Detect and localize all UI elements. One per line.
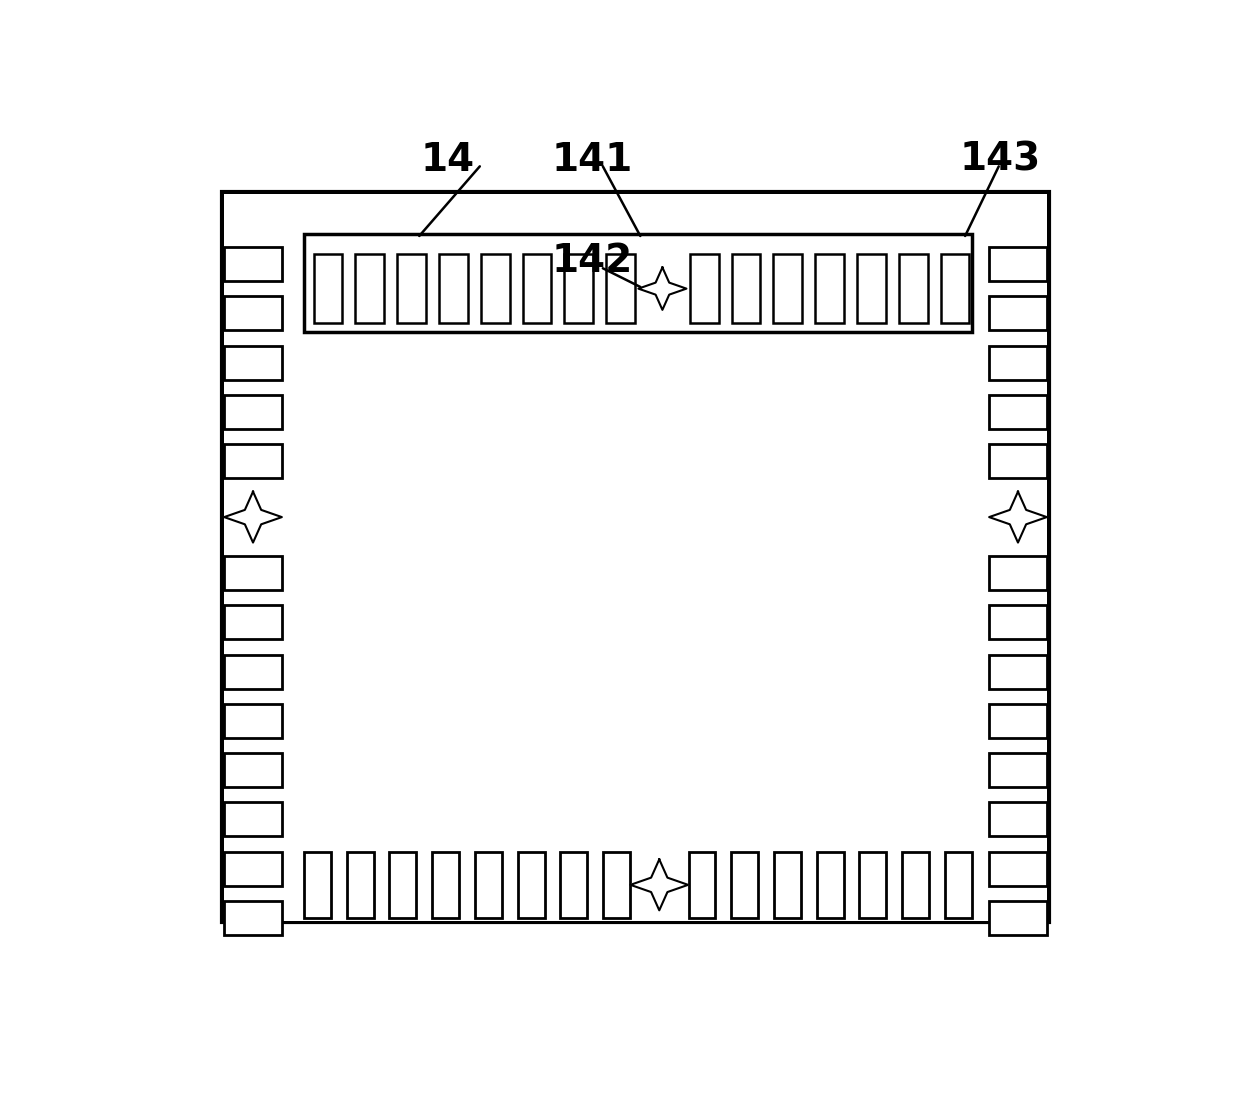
Bar	[224, 655, 281, 688]
Bar	[990, 606, 1047, 640]
Bar	[903, 852, 929, 918]
Text: 143: 143	[960, 140, 1042, 179]
Bar	[347, 852, 373, 918]
Bar	[304, 852, 331, 918]
Polygon shape	[224, 492, 281, 543]
Bar	[990, 852, 1047, 886]
Bar	[439, 254, 467, 323]
Bar	[990, 753, 1047, 788]
Bar	[990, 247, 1047, 281]
Bar	[224, 901, 281, 935]
Text: 142: 142	[552, 243, 632, 280]
Bar	[224, 445, 281, 478]
Bar	[224, 193, 1047, 921]
Bar	[314, 254, 342, 323]
Bar	[224, 556, 281, 590]
Polygon shape	[990, 492, 1047, 543]
Bar	[774, 254, 802, 323]
Bar	[564, 254, 593, 323]
Polygon shape	[630, 859, 688, 910]
Bar	[304, 234, 972, 332]
Bar	[397, 254, 427, 323]
Bar	[774, 852, 801, 918]
Bar	[689, 254, 719, 323]
Bar	[732, 254, 760, 323]
Bar	[224, 704, 281, 738]
Bar	[603, 852, 630, 918]
Bar	[990, 901, 1047, 935]
Bar	[224, 395, 281, 429]
Bar	[475, 852, 502, 918]
Bar	[522, 254, 552, 323]
Bar	[606, 254, 635, 323]
Bar	[817, 852, 843, 918]
Polygon shape	[639, 267, 687, 310]
Bar	[224, 247, 281, 281]
Bar	[224, 345, 281, 379]
Bar	[224, 803, 281, 836]
Bar	[517, 852, 544, 918]
Bar	[481, 254, 510, 323]
Bar	[899, 254, 928, 323]
Bar	[222, 192, 1049, 922]
Bar	[990, 445, 1047, 478]
Bar	[224, 753, 281, 788]
Bar	[815, 254, 844, 323]
Bar	[990, 655, 1047, 688]
Bar	[990, 803, 1047, 836]
Bar	[990, 297, 1047, 330]
Bar	[859, 852, 887, 918]
Bar	[857, 254, 885, 323]
Bar	[224, 297, 281, 330]
Bar	[356, 254, 384, 323]
Bar	[389, 852, 417, 918]
Bar	[224, 606, 281, 640]
Bar	[224, 852, 281, 886]
Text: 141: 141	[552, 140, 632, 179]
Bar	[941, 254, 970, 323]
Bar	[560, 852, 588, 918]
Bar	[990, 395, 1047, 429]
Bar	[990, 345, 1047, 379]
Bar	[688, 852, 715, 918]
Bar	[732, 852, 758, 918]
Bar	[990, 704, 1047, 738]
Bar	[990, 556, 1047, 590]
Text: 14: 14	[422, 140, 475, 179]
Bar	[433, 852, 459, 918]
Bar	[945, 852, 972, 918]
